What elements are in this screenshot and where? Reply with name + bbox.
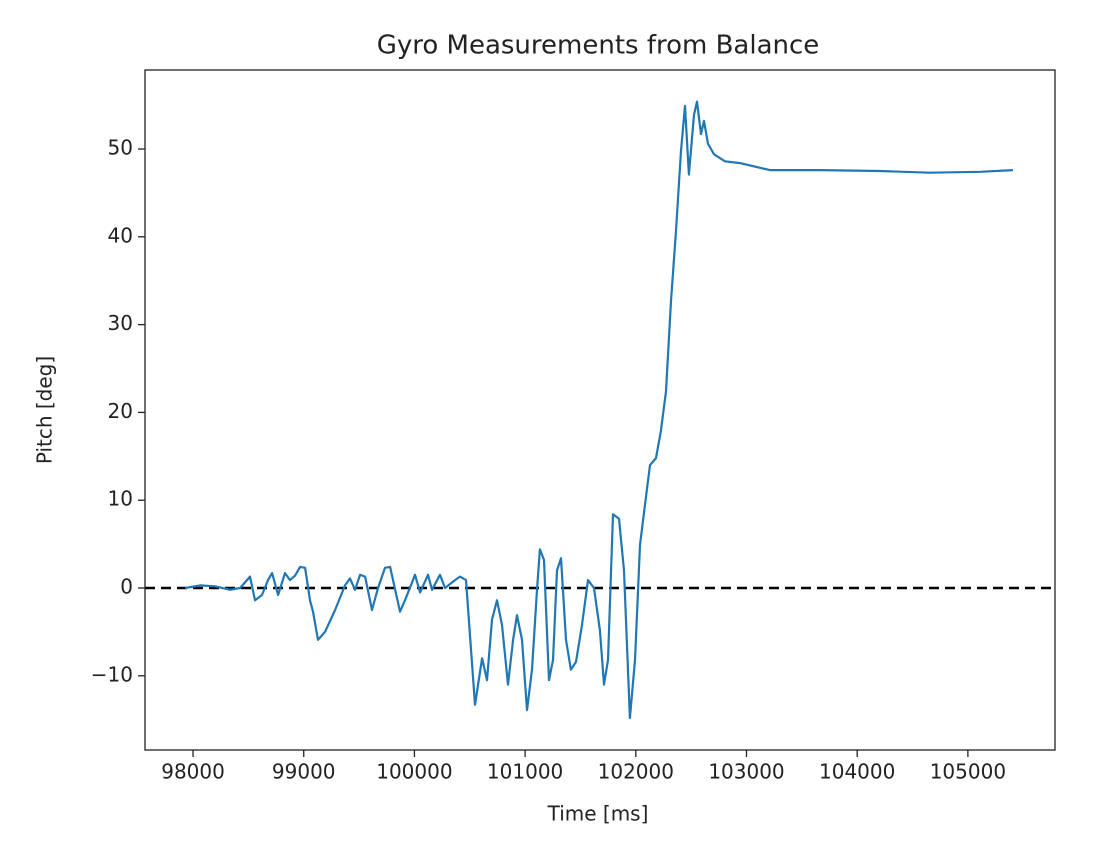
- axes-frame: [144, 69, 1056, 751]
- y-axis-label: Pitch [deg]: [33, 356, 57, 464]
- y-tick-label: 50: [108, 136, 133, 160]
- x-tick-label: 105000: [930, 760, 1006, 784]
- data-line: [184, 100, 1013, 720]
- x-tick-label: 103000: [708, 760, 784, 784]
- x-tick-label: 101000: [487, 760, 563, 784]
- y-tick-label: 0: [120, 575, 133, 599]
- y-tick-label: −10: [91, 662, 133, 686]
- y-tick-label: 30: [108, 311, 133, 335]
- y-tick-label: 40: [108, 223, 133, 247]
- x-tick-label: 99000: [272, 760, 336, 784]
- y-tick-label: 20: [108, 399, 133, 423]
- x-axis-label: Time [ms]: [547, 802, 649, 826]
- chart-title: Gyro Measurements from Balance: [377, 31, 820, 61]
- y-tick-label: 10: [108, 487, 133, 511]
- x-tick-label: 100000: [376, 760, 452, 784]
- x-tick-label: 102000: [598, 760, 674, 784]
- x-tick-label: 98000: [161, 760, 225, 784]
- x-tick-label: 104000: [819, 760, 895, 784]
